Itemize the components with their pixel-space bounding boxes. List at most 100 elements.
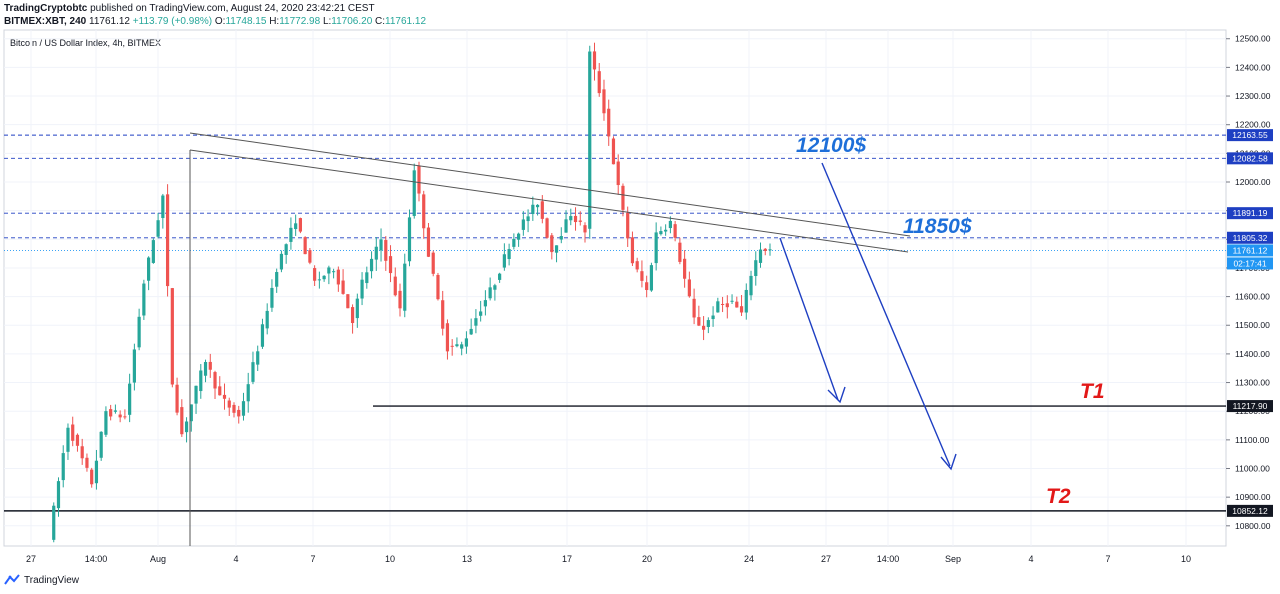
candle-body[interactable] [493,285,497,290]
candle-body[interactable] [118,414,122,418]
candle-body[interactable] [142,283,146,316]
candle-body[interactable] [763,248,767,251]
candle-body[interactable] [545,218,549,238]
candle-body[interactable] [313,268,317,281]
candle-body[interactable] [488,287,492,299]
candle-body[interactable] [602,89,606,114]
candle-body[interactable] [460,344,464,349]
candle-body[interactable] [289,227,293,242]
candle-body[interactable] [203,362,208,376]
candle-body[interactable] [640,271,644,281]
candle-body[interactable] [208,361,212,370]
candle-body[interactable] [564,219,568,233]
candle-body[interactable] [80,446,84,459]
candle-body[interactable] [664,229,668,232]
candle-body[interactable] [56,481,61,509]
candle-body[interactable] [469,328,473,335]
arrow-t2-shaft[interactable] [821,162,951,467]
candle-body[interactable] [535,204,540,208]
candle-body[interactable] [720,303,725,305]
candle-body[interactable] [170,288,174,385]
candle-body[interactable] [507,249,511,259]
candle-body[interactable] [350,307,355,324]
candle-body[interactable] [749,275,753,296]
candle-body[interactable] [379,239,383,251]
candle-body[interactable] [237,409,241,417]
candle-body[interactable] [275,272,279,287]
candle-body[interactable] [559,236,563,240]
candle-body[interactable] [422,194,426,229]
candle-body[interactable] [284,244,288,255]
candle-body[interactable] [725,303,729,308]
candle-body[interactable] [109,409,113,417]
candle-body[interactable] [754,260,758,277]
footer-brand[interactable]: TradingView [24,574,80,586]
candle-body[interactable] [270,287,274,308]
candle-body[interactable] [436,274,440,300]
candle-body[interactable] [374,246,378,260]
candle-body[interactable] [649,265,654,291]
candle-body[interactable] [61,453,65,481]
candle-body[interactable] [516,233,521,240]
candle-body[interactable] [308,250,312,263]
candle-body[interactable] [474,318,478,326]
candle-body[interactable] [526,216,530,222]
candle-body[interactable] [683,258,687,279]
candle-body[interactable] [71,424,75,441]
candle-body[interactable] [128,383,132,415]
candle-body[interactable] [279,253,284,270]
author-name[interactable]: TradingCryptobtc [4,3,88,14]
candle-body[interactable] [479,311,483,316]
candle-body[interactable] [194,385,198,404]
candle-body[interactable] [573,215,578,223]
candle-body[interactable] [341,280,345,294]
candle-body[interactable] [592,51,597,70]
candle-body[interactable] [498,273,502,280]
candle-body[interactable] [175,384,179,413]
candle-body[interactable] [431,252,435,274]
candle-body[interactable] [384,240,388,261]
tradingview-logo-icon[interactable] [4,574,20,586]
candle-body[interactable] [184,421,189,433]
candle-body[interactable] [317,279,321,281]
candle-body[interactable] [583,225,587,233]
candle-body[interactable] [483,300,487,307]
candle-body[interactable] [716,301,720,313]
candle-body[interactable] [123,416,127,418]
candle-body[interactable] [426,227,431,257]
candle-body[interactable] [165,194,170,287]
candle-body[interactable] [336,269,340,285]
candle-body[interactable] [630,237,635,264]
candle-body[interactable] [697,317,701,326]
candle-body[interactable] [265,310,269,329]
candle-body[interactable] [758,249,763,263]
candle-body[interactable] [445,323,450,352]
candle-body[interactable] [635,261,639,270]
candle-body[interactable] [156,220,160,237]
candle-body[interactable] [298,218,303,232]
candle-body[interactable] [398,290,402,309]
candle-body[interactable] [626,212,630,239]
candle-body[interactable] [151,240,155,263]
time-axis[interactable]: 27 14:00 Aug 4 7 10 13 17 20 24 27 14:00 Sep 4 7 10 [26,554,1191,564]
candle-body[interactable] [180,407,184,435]
candle-body[interactable] [365,272,369,284]
candle-body[interactable] [227,400,231,408]
candle-body[interactable] [540,201,544,219]
candle-body[interactable] [645,282,649,291]
candle-body[interactable] [678,242,682,262]
price-axis[interactable]: 10800.0010900.0011000.0011100.0011200.00… [1226,34,1271,531]
candle-body[interactable] [94,460,99,484]
candle-body[interactable] [294,223,298,230]
candle-body[interactable] [739,306,744,313]
candle-body[interactable] [232,404,236,413]
candle-body[interactable] [711,315,715,320]
candle-body[interactable] [464,338,469,347]
candle-body[interactable] [388,256,393,274]
candle-body[interactable] [654,232,658,264]
candle-body[interactable] [735,301,739,308]
candle-body[interactable] [441,300,445,329]
candle-body[interactable] [213,372,217,389]
candle-body[interactable] [502,254,506,268]
